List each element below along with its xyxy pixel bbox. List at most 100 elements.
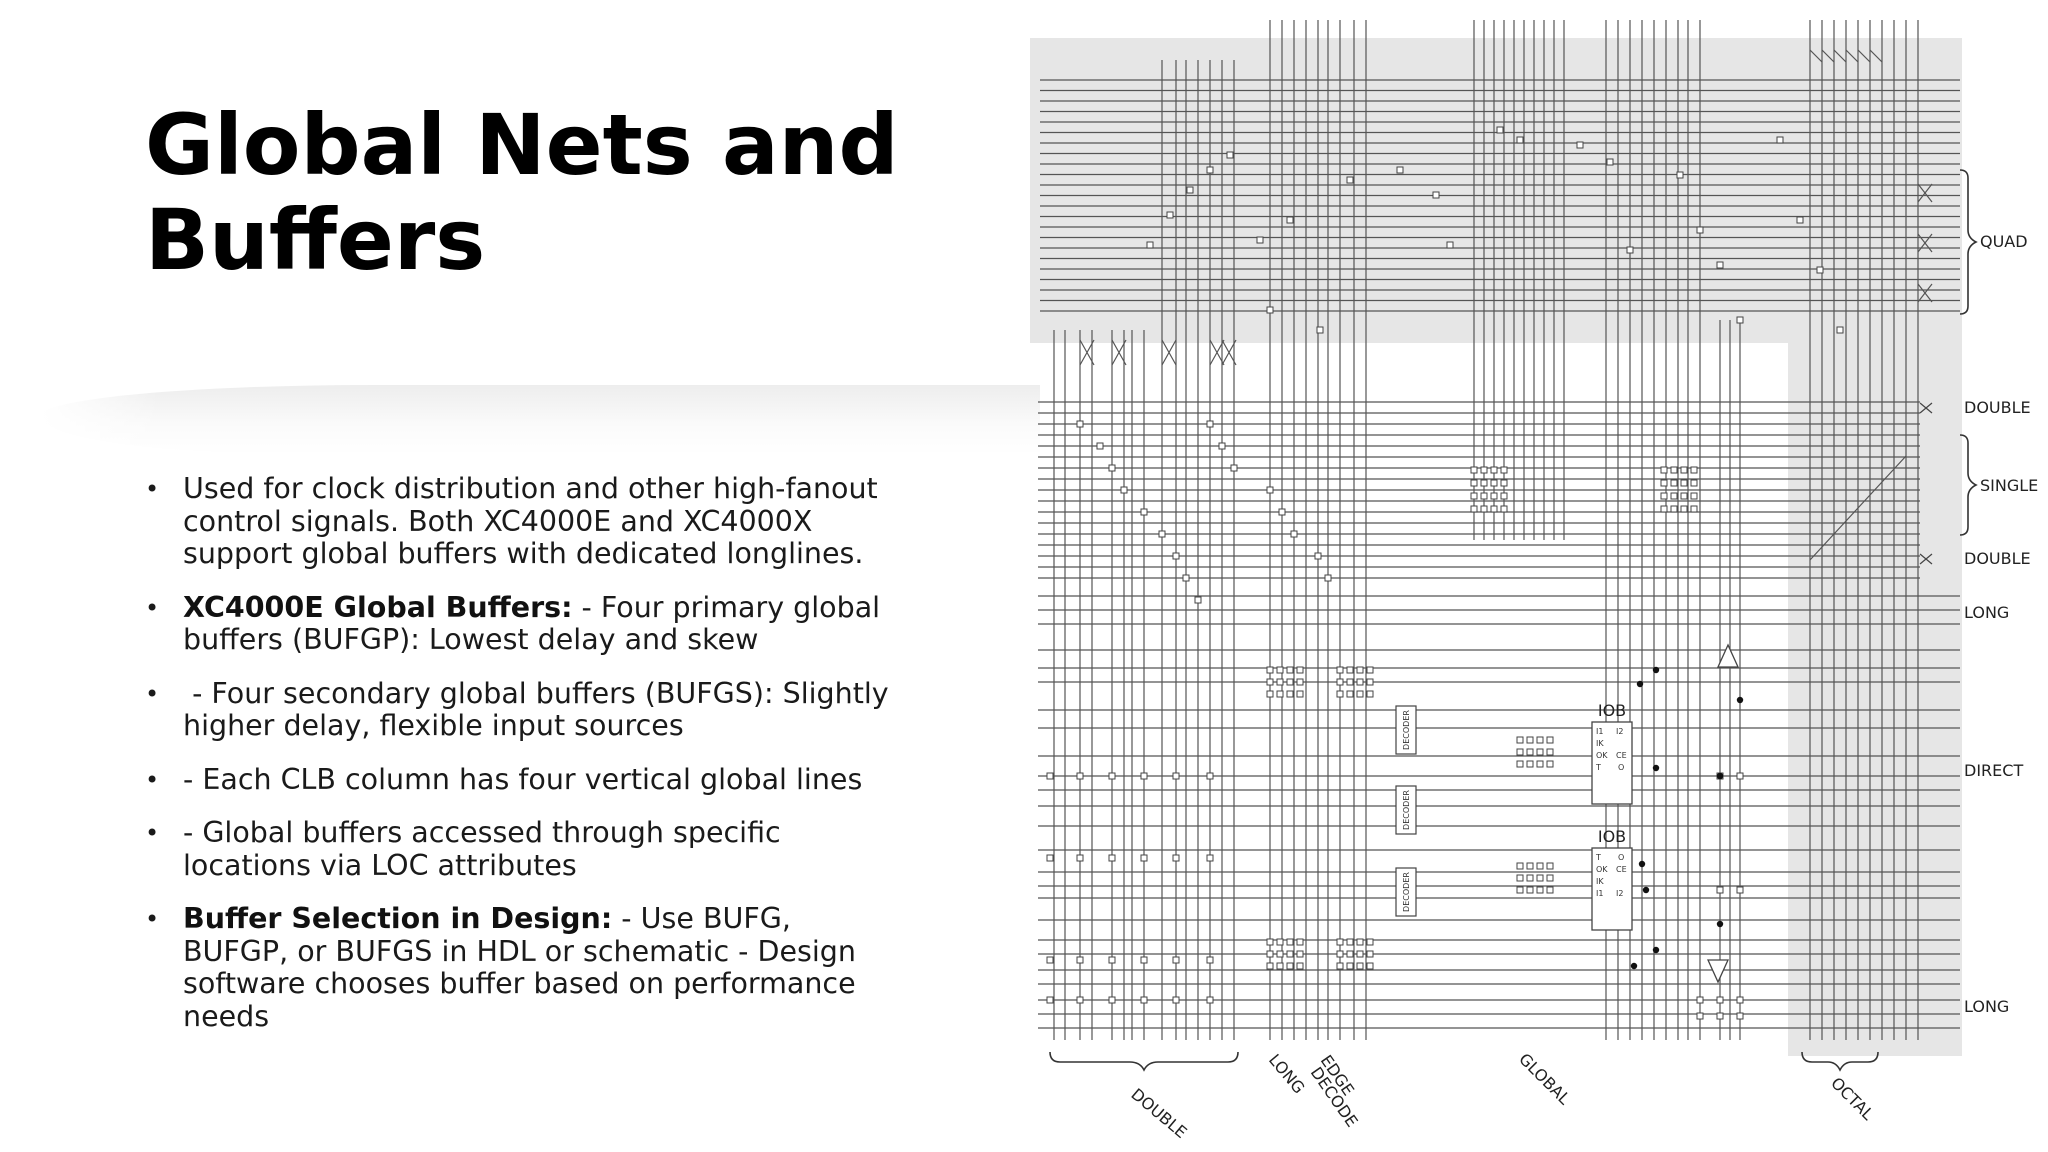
- bullet-dot-icon: •: [145, 819, 160, 847]
- bullet-item: • - Four secondary global buffers (BUFGS…: [145, 677, 905, 743]
- junction-dot: [1652, 946, 1660, 954]
- pip-node: [1286, 690, 1294, 698]
- pip-node: [1266, 666, 1274, 674]
- pip-node: [1516, 862, 1524, 870]
- pip-node: [1496, 126, 1504, 134]
- iob-block-bottom: IOB T OK IK I1 O CE I2: [1591, 827, 1633, 931]
- pip-node: [1336, 690, 1344, 698]
- pip-node: [1172, 996, 1180, 1004]
- bullet-item: • Buffer Selection in Design: - Use BUFG,…: [145, 902, 905, 1033]
- octal-diagonal-wire: [1809, 546, 1823, 561]
- pip-node: [1736, 1012, 1744, 1020]
- bullet-list: • Used for clock distribution and other h…: [145, 472, 905, 1054]
- pip-node: [1346, 938, 1354, 946]
- pip-node: [1546, 760, 1554, 768]
- pip-node: [1046, 956, 1054, 964]
- pip-node: [1346, 666, 1354, 674]
- pip-node: [1266, 690, 1274, 698]
- pip-node: [1776, 136, 1784, 144]
- bullet-text: Used for clock distribution and other hi…: [183, 472, 878, 570]
- bullet-text: - Each CLB column has four vertical glob…: [183, 762, 863, 796]
- bullet-dot-icon: •: [145, 765, 160, 794]
- bullet-item: • - Global buffers accessed through speci…: [145, 816, 905, 882]
- junction-dot: [1716, 772, 1724, 780]
- pip-node: [1500, 466, 1508, 474]
- pip-node: [1120, 486, 1128, 494]
- octal-shaded-region: [1788, 320, 1962, 1056]
- pip-node: [1276, 962, 1284, 970]
- pip-node: [1366, 690, 1374, 698]
- pip-node: [1670, 505, 1678, 513]
- pip-node: [1346, 176, 1354, 184]
- decoder-label: DECODER: [1402, 872, 1411, 912]
- pip-node: [1680, 505, 1688, 513]
- pip-node: [1172, 552, 1180, 560]
- pip-node: [1076, 772, 1084, 780]
- pip-node: [1490, 479, 1498, 487]
- pip-node: [1140, 854, 1148, 862]
- pip-node: [1816, 266, 1824, 274]
- pip-node: [1140, 772, 1148, 780]
- pip-node: [1356, 950, 1364, 958]
- pip-node: [1296, 666, 1304, 674]
- pip-node: [1316, 326, 1324, 334]
- pip-node: [1546, 874, 1554, 882]
- label-double-bottom-axis: DOUBLE: [1127, 1085, 1190, 1142]
- pip-node: [1286, 666, 1294, 674]
- iob-bottom-label: IOB: [1598, 827, 1626, 846]
- pip-node: [1206, 772, 1214, 780]
- pip-node: [1182, 574, 1190, 582]
- label-octal: OCTAL: [1827, 1073, 1877, 1123]
- pip-node: [1470, 492, 1478, 500]
- pip-node: [1736, 996, 1744, 1004]
- pip-node: [1490, 466, 1498, 474]
- pip-node: [1276, 678, 1284, 686]
- global-routing-diagram: IOB I1 IK OK T I2 CE O IOB T OK IK: [1020, 20, 2048, 1152]
- label-double-bottom: DOUBLE: [1964, 549, 2031, 568]
- pip-node: [1716, 1012, 1724, 1020]
- bullet-dot-icon: •: [145, 679, 160, 708]
- pip-node: [1336, 962, 1344, 970]
- pip-node: [1490, 492, 1498, 500]
- iob-pin-label: T: [1595, 853, 1601, 862]
- iob-pin-label: O: [1618, 763, 1624, 772]
- crossing-wire: [1917, 283, 1933, 303]
- pip-node: [1158, 530, 1166, 538]
- junction-dot: [1638, 860, 1646, 868]
- octal-crossing-wire: [1809, 49, 1823, 63]
- pip-node: [1276, 938, 1284, 946]
- pip-node: [1366, 950, 1374, 958]
- pip-node: [1396, 166, 1404, 174]
- pip-node: [1546, 862, 1554, 870]
- pip-node: [1076, 996, 1084, 1004]
- octal-diagonal-wire: [1869, 481, 1883, 496]
- pip-node: [1500, 479, 1508, 487]
- pip-node: [1536, 736, 1544, 744]
- bullet-dot-icon: •: [145, 475, 160, 503]
- pip-node: [1516, 886, 1524, 894]
- junction-dots: [1630, 666, 1744, 970]
- pip-node: [1480, 492, 1488, 500]
- crossing-wire: [1161, 339, 1177, 366]
- pip-node: [1276, 950, 1284, 958]
- pip-node: [1526, 874, 1534, 882]
- pip-node: [1108, 772, 1116, 780]
- pip-node: [1606, 158, 1614, 166]
- pip-node: [1206, 420, 1214, 428]
- label-single: SINGLE: [1980, 476, 2038, 495]
- pip-node: [1108, 956, 1116, 964]
- bullet-dot-icon: •: [145, 593, 160, 622]
- decoder-block: DECODER: [1395, 705, 1417, 755]
- pip-node: [1276, 690, 1284, 698]
- pip-node: [1166, 211, 1174, 219]
- pip-node: [1336, 950, 1344, 958]
- pip-node: [1230, 464, 1238, 472]
- pip-node: [1660, 492, 1668, 500]
- pip-node: [1366, 666, 1374, 674]
- pip-node: [1140, 996, 1148, 1004]
- crossing-wire: [1111, 339, 1127, 366]
- iob-block-top: IOB I1 IK OK T I2 CE O: [1591, 701, 1633, 805]
- pip-node: [1226, 151, 1234, 159]
- iob-pin-label: I2: [1616, 727, 1623, 736]
- iob-pin-label: CE: [1616, 865, 1627, 874]
